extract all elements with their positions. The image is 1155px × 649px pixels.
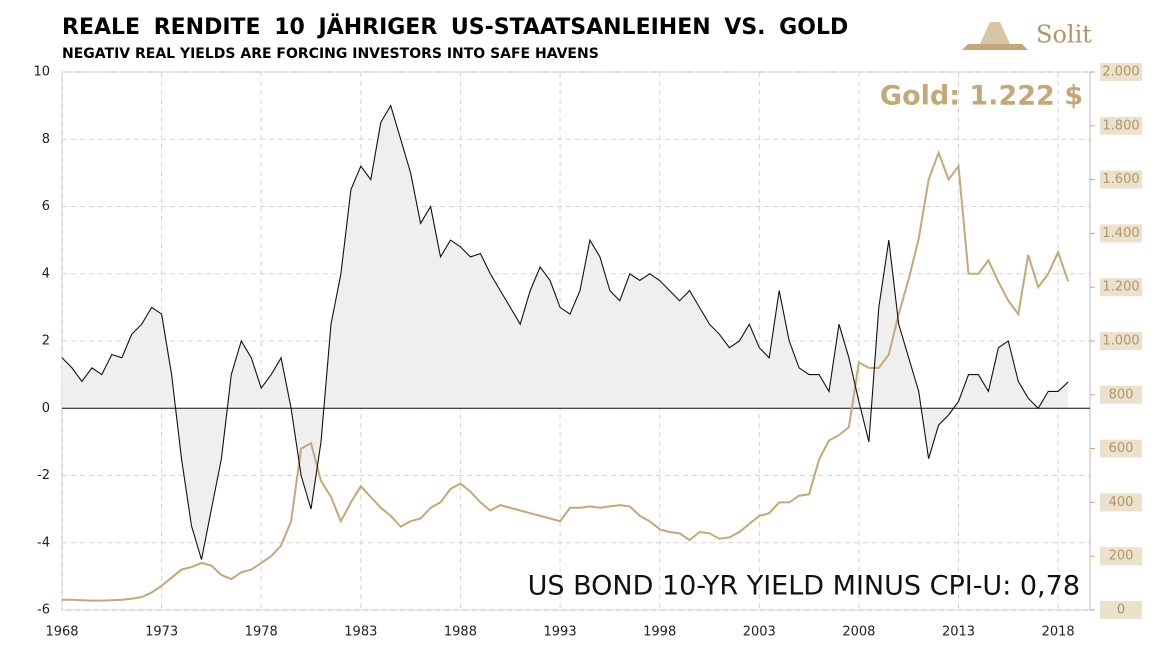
y2-tick-label: 1.200	[1102, 280, 1139, 295]
y-tick-label: 10	[33, 65, 50, 80]
y-tick-label: 2	[42, 334, 50, 349]
y2-tick-box	[1100, 547, 1142, 566]
x-tick-label: 1983	[344, 625, 377, 640]
x-tick-label: 1968	[45, 625, 78, 640]
y-tick-label: -6	[37, 603, 50, 618]
y2-tick-box	[1100, 224, 1142, 243]
y2-tick-box	[1100, 493, 1142, 512]
yield-annotation: US BOND 10-YR YIELD MINUS CPI-U: 0,78	[528, 571, 1080, 602]
y-tick-label: -4	[37, 535, 50, 550]
y2-tick-label: 1.400	[1102, 226, 1139, 241]
logo	[962, 22, 1028, 50]
brand: Solit	[1036, 21, 1092, 49]
x-tick-label: 1993	[544, 625, 577, 640]
y-tick-label: 0	[42, 401, 50, 416]
x-tick-label: 1988	[444, 625, 477, 640]
x-tick-label: 2018	[1042, 625, 1075, 640]
chart-subtitle: NEGATIV REAL YIELDS ARE FORCING INVESTOR…	[62, 46, 599, 62]
y2-tick-box	[1100, 63, 1142, 81]
y2-tick-label: 200	[1109, 549, 1134, 564]
chart-title: REALE RENDITE 10 JÄHRIGER US-STAATSANLEI…	[62, 14, 848, 40]
series-line	[62, 149, 1070, 602]
yield-area	[62, 105, 1069, 560]
y2-tick-label: 800	[1109, 387, 1134, 402]
y2-tick-label: 1.000	[1102, 334, 1139, 349]
x-tick-label: 1973	[145, 625, 178, 640]
gold-annotation: Gold: 1.222 $	[880, 81, 1083, 112]
y-tick-label: 6	[42, 199, 50, 214]
y-tick-label: 8	[42, 132, 50, 147]
y2-tick-box	[1100, 439, 1142, 458]
x-tick-label: 2013	[942, 625, 975, 640]
y2-tick-label: 600	[1109, 441, 1134, 456]
y2-tick-label: 2.000	[1102, 65, 1139, 80]
x-tick-label: 1998	[643, 625, 676, 640]
y2-tick-label: 400	[1109, 495, 1134, 510]
y2-tick-box	[1100, 385, 1142, 404]
y2-tick-box	[1100, 116, 1142, 135]
x-tick-label: 1978	[245, 625, 278, 640]
series-line	[61, 104, 1069, 560]
x-tick-label: 2008	[842, 625, 875, 640]
y2-tick-box	[1100, 278, 1142, 297]
y2-tick-box	[1100, 170, 1142, 189]
y-tick-label: -2	[37, 468, 50, 483]
y2-tick-box	[1100, 601, 1142, 619]
y2-tick-box	[1100, 332, 1142, 350]
y2-tick-label: 0	[1117, 603, 1125, 618]
y2-tick-label: 1.600	[1102, 172, 1139, 187]
y2-tick-label: 1.800	[1102, 118, 1139, 133]
y-tick-label: 4	[42, 266, 50, 281]
x-tick-label: 2003	[743, 625, 776, 640]
